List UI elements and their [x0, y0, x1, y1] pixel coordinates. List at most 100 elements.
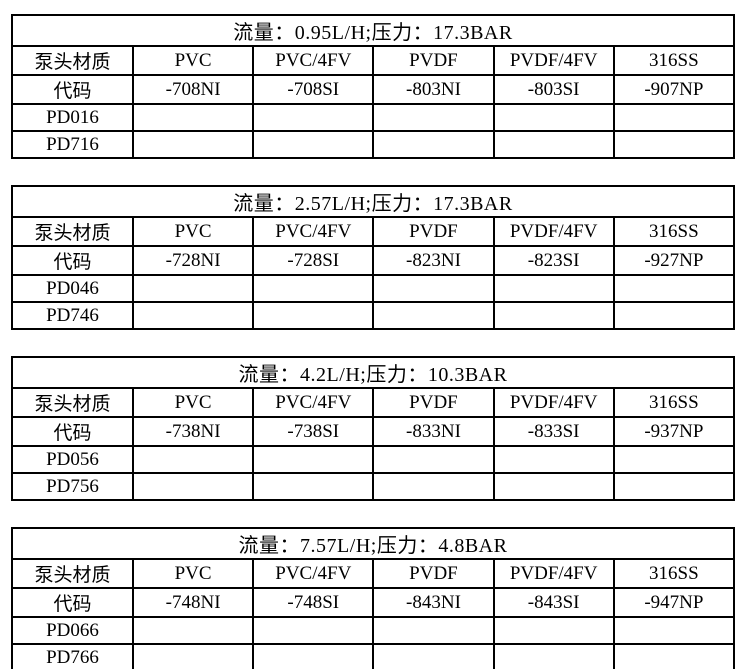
column-header: PVDF — [372, 45, 495, 76]
empty-cell — [131, 301, 255, 330]
column-header: 泵头材质 — [11, 558, 134, 589]
empty-cell — [131, 130, 255, 159]
row-label: PD016 — [11, 103, 134, 132]
code-cell: -728SI — [252, 245, 375, 276]
code-cell: -708SI — [252, 74, 375, 105]
empty-cell — [372, 130, 495, 159]
empty-cell — [492, 301, 615, 330]
code-cell: -843NI — [372, 587, 495, 618]
row-label: 代码 — [11, 416, 134, 447]
empty-cell — [131, 643, 255, 669]
empty-cell — [372, 445, 495, 474]
code-cell: -927NP — [612, 245, 736, 276]
column-header: PVC/4FV — [252, 558, 375, 589]
empty-cell — [131, 445, 255, 474]
column-header: 316SS — [612, 216, 736, 247]
spec-table-4: 流量：7.57L/H;压力：4.8BAR 泵头材质 PVC PVC/4FV PV… — [11, 527, 736, 669]
empty-cell — [612, 130, 736, 159]
empty-cell — [252, 472, 375, 501]
empty-cell — [252, 643, 375, 669]
column-header: PVDF/4FV — [492, 45, 615, 76]
empty-cell — [372, 301, 495, 330]
column-header: 316SS — [612, 387, 736, 418]
empty-cell — [131, 103, 255, 132]
code-cell: -738NI — [131, 416, 255, 447]
row-label: 代码 — [11, 245, 134, 276]
code-cell: -803NI — [372, 74, 495, 105]
empty-cell — [612, 445, 736, 474]
empty-cell — [252, 445, 375, 474]
empty-cell — [252, 274, 375, 303]
row-label: PD716 — [11, 130, 134, 159]
column-header: PVC — [131, 387, 255, 418]
code-cell: -708NI — [131, 74, 255, 105]
empty-cell — [131, 616, 255, 645]
row-label: PD756 — [11, 472, 134, 501]
column-header: PVC/4FV — [252, 216, 375, 247]
code-cell: -843SI — [492, 587, 615, 618]
empty-cell — [612, 643, 736, 669]
empty-cell — [492, 445, 615, 474]
empty-cell — [492, 472, 615, 501]
table-title: 流量：0.95L/H;压力：17.3BAR — [11, 14, 735, 47]
table-title: 流量：2.57L/H;压力：17.3BAR — [11, 185, 735, 218]
column-header: PVC/4FV — [252, 387, 375, 418]
table-title: 流量：4.2L/H;压力：10.3BAR — [11, 356, 735, 389]
empty-cell — [612, 301, 736, 330]
empty-cell — [252, 103, 375, 132]
empty-cell — [372, 274, 495, 303]
column-header: PVDF — [372, 216, 495, 247]
column-header: PVDF — [372, 558, 495, 589]
empty-cell — [372, 472, 495, 501]
empty-cell — [252, 301, 375, 330]
column-header: 316SS — [612, 558, 736, 589]
empty-cell — [372, 616, 495, 645]
empty-cell — [612, 103, 736, 132]
column-header: 泵头材质 — [11, 45, 134, 76]
row-label: PD046 — [11, 274, 134, 303]
code-cell: -833SI — [492, 416, 615, 447]
column-header: PVC — [131, 216, 255, 247]
spec-table-2: 流量：2.57L/H;压力：17.3BAR 泵头材质 PVC PVC/4FV P… — [11, 185, 736, 330]
column-header: PVC — [131, 558, 255, 589]
code-cell: -748SI — [252, 587, 375, 618]
code-cell: -833NI — [372, 416, 495, 447]
row-label: 代码 — [11, 74, 134, 105]
column-header: 316SS — [612, 45, 736, 76]
empty-cell — [131, 274, 255, 303]
empty-cell — [252, 616, 375, 645]
spec-table-3: 流量：4.2L/H;压力：10.3BAR 泵头材质 PVC PVC/4FV PV… — [11, 356, 736, 501]
code-cell: -803SI — [492, 74, 615, 105]
empty-cell — [372, 643, 495, 669]
row-label: PD746 — [11, 301, 134, 330]
empty-cell — [492, 103, 615, 132]
column-header: 泵头材质 — [11, 216, 134, 247]
column-header: PVDF — [372, 387, 495, 418]
code-cell: -823NI — [372, 245, 495, 276]
row-label: PD066 — [11, 616, 134, 645]
code-cell: -728NI — [131, 245, 255, 276]
empty-cell — [492, 616, 615, 645]
empty-cell — [372, 103, 495, 132]
empty-cell — [131, 472, 255, 501]
code-cell: -937NP — [612, 416, 736, 447]
empty-cell — [492, 130, 615, 159]
code-cell: -738SI — [252, 416, 375, 447]
empty-cell — [612, 472, 736, 501]
table-title: 流量：7.57L/H;压力：4.8BAR — [11, 527, 735, 560]
code-cell: -907NP — [612, 74, 736, 105]
column-header: PVDF/4FV — [492, 216, 615, 247]
empty-cell — [252, 130, 375, 159]
empty-cell — [492, 274, 615, 303]
empty-cell — [612, 274, 736, 303]
row-label: PD766 — [11, 643, 134, 669]
code-cell: -823SI — [492, 245, 615, 276]
column-header: 泵头材质 — [11, 387, 134, 418]
column-header: PVC/4FV — [252, 45, 375, 76]
column-header: PVDF/4FV — [492, 387, 615, 418]
empty-cell — [612, 616, 736, 645]
spec-table-1: 流量：0.95L/H;压力：17.3BAR 泵头材质 PVC PVC/4FV P… — [11, 14, 736, 159]
column-header: PVDF/4FV — [492, 558, 615, 589]
empty-cell — [492, 643, 615, 669]
